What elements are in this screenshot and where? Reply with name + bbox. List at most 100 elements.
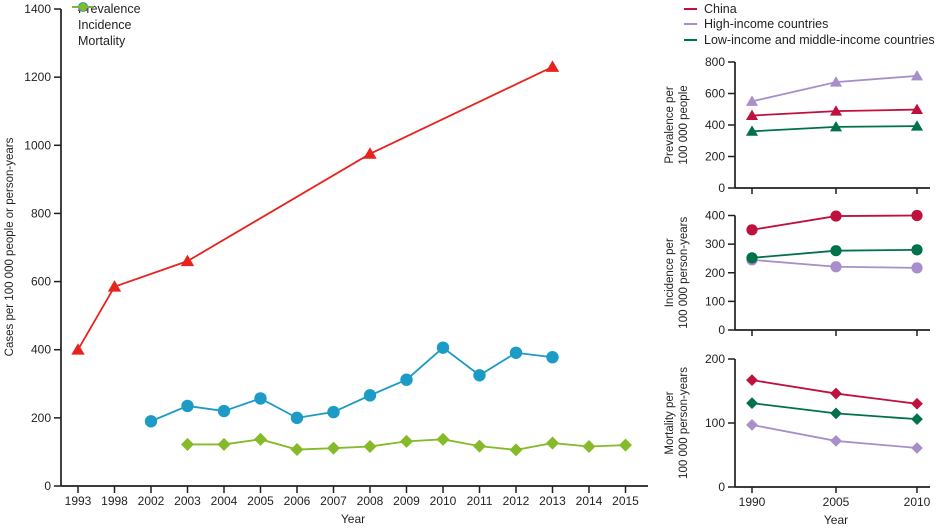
data-point-circle: [746, 224, 758, 236]
data-point-triangle: [745, 109, 759, 121]
legend-label-mortality: Mortality: [78, 33, 126, 48]
y-tick-label: 1400: [24, 2, 51, 16]
y-tick-label: 0: [718, 181, 725, 195]
data-point-diamond: [911, 397, 923, 410]
y-tick-label: 600: [31, 275, 51, 289]
data-point-triangle: [829, 105, 843, 116]
data-point-circle: [290, 411, 304, 425]
data-point-circle: [911, 262, 923, 274]
data-point-triangle: [829, 121, 843, 132]
x-tick-label: 1998: [101, 494, 128, 508]
legend-item-high-income: High-income countries: [684, 17, 935, 33]
data-point-circle: [254, 392, 267, 405]
data-point-circle: [473, 369, 486, 382]
data-point-diamond: [830, 407, 842, 420]
data-point-diamond: [472, 439, 487, 453]
y-tick-label: 800: [705, 55, 725, 69]
x-tick-label: 2006: [284, 494, 311, 508]
legend-label-china: China: [704, 1, 737, 16]
x-tick-label: 2010: [430, 494, 457, 508]
data-point-diamond: [746, 397, 758, 410]
data-point-circle: [181, 399, 194, 413]
y-tick-label: 200: [31, 411, 51, 425]
legend-label-lmic: Low-income and middle-income countries: [704, 32, 935, 47]
data-point-diamond: [618, 438, 633, 452]
legend-label-high-income: High-income countries: [704, 17, 829, 31]
x-tick-label: 2005: [247, 494, 274, 508]
data-point-diamond: [830, 387, 842, 400]
data-point-circle: [911, 209, 923, 222]
y-tick-label: 300: [705, 237, 725, 251]
left-chart-svg: 0 200 400 600 800 1000 1200 1400 1993 1998 2002 200…: [4, 2, 648, 526]
y-tick-label: 0: [718, 480, 725, 494]
y-tick-label: 100: [705, 294, 725, 308]
x-tick-label: 1990: [739, 495, 766, 509]
y-axis-title: Incidence per 100 000 person-years: [664, 217, 690, 329]
data-point-diamond: [217, 437, 231, 451]
legend-label-incidence: Incidence: [78, 17, 132, 32]
data-point-triangle: [545, 60, 560, 72]
data-point-diamond: [363, 439, 377, 453]
x-tick-label: 1993: [65, 494, 92, 508]
data-point-triangle: [910, 120, 924, 131]
data-point-circle: [830, 245, 842, 257]
x-tick-label: 2003: [174, 494, 201, 508]
data-point-diamond: [545, 436, 560, 450]
legend-swatch-marker: [77, 1, 89, 13]
x-tick-label: 2004: [211, 494, 238, 508]
data-point-circle: [830, 261, 842, 273]
data-point-diamond: [509, 443, 523, 457]
china-legend-line-icon: [684, 7, 697, 10]
data-point-diamond: [290, 443, 304, 457]
x-axis-title: Year: [824, 513, 848, 527]
lmic-legend-line-icon: [684, 38, 697, 41]
data-point-circle: [509, 346, 523, 359]
data-point-circle: [911, 244, 923, 256]
y-tick-label: 200: [705, 150, 725, 164]
data-point-triangle: [745, 125, 759, 136]
y-tick-label: 1200: [24, 70, 51, 84]
y-axis-title: Prevalence per 100 000 people: [664, 85, 690, 164]
data-point-diamond: [180, 437, 195, 451]
x-tick-label: 2005: [823, 495, 850, 509]
data-point-circle: [400, 373, 413, 386]
legend-item-china: China: [684, 1, 935, 17]
y-axis-title: Cases per 100 000 people or person-years: [4, 137, 16, 356]
x-tick-label: 2010: [904, 495, 931, 509]
series-line: [150, 346, 553, 423]
data-point-triangle: [107, 280, 122, 292]
y-tick-label: 1000: [24, 138, 51, 152]
x-tick-label: 2013: [539, 494, 566, 508]
y-tick-label: 400: [31, 343, 51, 357]
data-point-diamond: [253, 432, 268, 446]
data-point-diamond: [830, 435, 842, 447]
x-tick-label: 2009: [393, 494, 420, 508]
y-tick-label: 400: [705, 209, 725, 223]
data-point-diamond: [911, 413, 923, 426]
legend-label-prevalence: Prevalence: [78, 1, 141, 16]
series-line: [77, 66, 553, 351]
data-point-circle: [327, 405, 340, 419]
y-tick-label: 0: [718, 323, 725, 337]
y-tick-label: 400: [705, 118, 725, 132]
x-tick-label: 2011: [467, 494, 493, 508]
data-point-diamond: [436, 432, 450, 446]
data-point-diamond: [326, 441, 341, 455]
data-point-triangle: [910, 103, 924, 115]
data-point-diamond: [582, 439, 596, 453]
x-tick-label: 2014: [576, 494, 603, 508]
x-tick-label: 2012: [503, 494, 530, 508]
data-point-circle: [363, 389, 377, 402]
data-point-circle: [144, 415, 158, 428]
y-tick-label: 200: [705, 352, 725, 366]
x-tick-label: 2002: [138, 494, 165, 508]
y-tick-label: 600: [705, 87, 725, 101]
data-point-circle: [217, 404, 231, 418]
data-point-triangle: [910, 69, 924, 81]
high-income-legend-line-icon: [684, 23, 697, 26]
right-panels-svg: 0 200 400 600 800 Prevalence per 100 000 peopl…: [664, 55, 931, 527]
data-point-diamond: [911, 442, 923, 454]
data-point-circle: [746, 252, 758, 264]
left-chart-legend: Prevalence Incidence Mortality: [71, 1, 141, 49]
